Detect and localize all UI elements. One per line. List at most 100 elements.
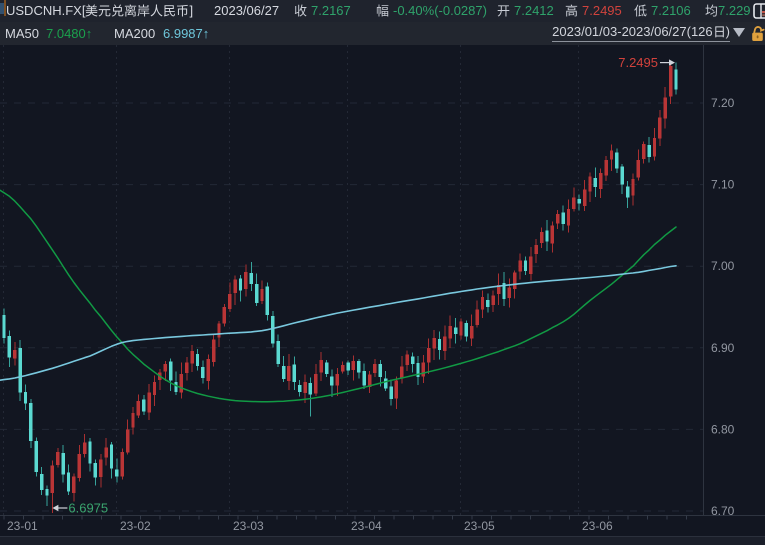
candle-body xyxy=(604,160,608,176)
candle-body xyxy=(464,322,469,337)
candle-body xyxy=(211,339,216,362)
candle-body xyxy=(556,213,560,224)
candle-body xyxy=(475,309,479,326)
candle-body xyxy=(324,362,329,374)
candle-body xyxy=(82,442,87,455)
candle-body xyxy=(201,366,205,378)
close-value: 7.2167 xyxy=(311,3,351,18)
quote-date: 2023/06/27 xyxy=(214,3,280,18)
candle-body xyxy=(480,297,485,310)
candle-body xyxy=(179,373,184,393)
candle-body xyxy=(625,186,630,198)
candle-body xyxy=(34,440,38,472)
indicator-panel-icon[interactable] xyxy=(753,3,765,19)
candle-body xyxy=(647,144,651,157)
candle-body xyxy=(271,315,275,344)
candle-body xyxy=(582,189,587,206)
quote-header-bar: USDCNH.FX[] 2023/06/27 7.2167 -0.40%(-0.… xyxy=(0,0,765,22)
candle-body xyxy=(93,463,98,478)
candle-body xyxy=(168,361,173,381)
low-price-annotation: 6.6975 xyxy=(68,501,108,516)
cjk-glyph xyxy=(634,4,647,17)
candle-body xyxy=(432,338,436,349)
x-axis-label: 23-06 xyxy=(582,519,613,533)
candle-body xyxy=(66,472,71,492)
candle-body xyxy=(383,378,388,389)
candle-body xyxy=(39,473,44,490)
candle-body xyxy=(72,476,76,494)
candle-body xyxy=(88,441,92,464)
candle-body xyxy=(443,336,447,351)
candle-body xyxy=(642,143,646,159)
candle-body xyxy=(362,370,366,386)
cjk-glyph xyxy=(565,4,578,17)
cjk-glyph xyxy=(497,5,510,17)
candle-body xyxy=(351,360,356,370)
candle-body xyxy=(142,399,146,412)
candle-body xyxy=(56,452,60,466)
low-value: 7.2106 xyxy=(651,3,691,18)
candle-body xyxy=(502,282,506,299)
candle-body xyxy=(61,452,65,475)
cjk-glyph xyxy=(294,4,307,17)
candle-body xyxy=(496,284,501,294)
candle-body xyxy=(609,150,614,160)
date-range-selector[interactable]: 2023/01/03-2023/06/27(126) xyxy=(552,22,730,42)
candle-body xyxy=(45,489,49,496)
close-label xyxy=(294,0,307,22)
candle-body xyxy=(29,403,33,441)
open-label xyxy=(497,0,510,22)
indicator-legend-bar: MA50 7.0480↑ MA200 6.9987↑ xyxy=(0,22,765,45)
candle-body xyxy=(674,69,678,90)
lock-icon[interactable] xyxy=(750,25,765,42)
candle-body xyxy=(620,166,624,185)
candle-body xyxy=(631,178,635,196)
ma200-label: MA200 xyxy=(114,26,156,41)
candle-body xyxy=(470,325,474,339)
candle-body xyxy=(152,382,157,395)
candle-body xyxy=(163,364,167,372)
ma200-line xyxy=(0,264,677,382)
ma50-line xyxy=(0,189,677,403)
y-axis-label: 7.00 xyxy=(711,259,735,273)
candle-body xyxy=(357,361,361,373)
candle-body xyxy=(427,347,431,363)
candle-body xyxy=(518,260,522,272)
candle-body xyxy=(297,384,302,392)
candle-body xyxy=(416,363,420,378)
candle-body xyxy=(23,392,28,404)
chevron-down-icon[interactable] xyxy=(733,28,745,37)
bottom-strip xyxy=(0,537,765,545)
candle-body xyxy=(491,295,495,305)
candle-body xyxy=(572,197,576,209)
candle-body xyxy=(125,429,130,453)
symbol-title[interactable]: USDCNH.FX[] xyxy=(6,3,194,18)
candle-body xyxy=(545,230,549,242)
ma200-up-arrow-icon: ↑ xyxy=(202,26,210,41)
ma50-label: MA50 xyxy=(5,26,39,41)
candle-body xyxy=(330,376,334,386)
candle-body xyxy=(566,209,571,226)
candle-body xyxy=(652,138,657,157)
change-label xyxy=(376,0,389,22)
candle-body xyxy=(437,339,442,351)
ma50-value: 7.0480↑ xyxy=(46,26,93,41)
cjk-glyph xyxy=(714,26,724,38)
cjk-glyph xyxy=(177,4,189,17)
candle-body xyxy=(190,351,194,364)
cjk-glyph xyxy=(85,4,98,17)
candle-body xyxy=(2,315,6,339)
candle-body xyxy=(550,225,555,244)
cjk-glyph xyxy=(164,4,176,17)
candle-body xyxy=(185,362,189,373)
window-edge-artifact xyxy=(4,0,6,16)
candle-body xyxy=(174,381,178,392)
candle-body xyxy=(131,413,135,428)
cjk-glyph xyxy=(99,5,111,17)
candle-body xyxy=(539,231,544,244)
candle-body xyxy=(668,65,673,97)
candle-body xyxy=(588,176,592,192)
candle-body xyxy=(615,152,619,169)
